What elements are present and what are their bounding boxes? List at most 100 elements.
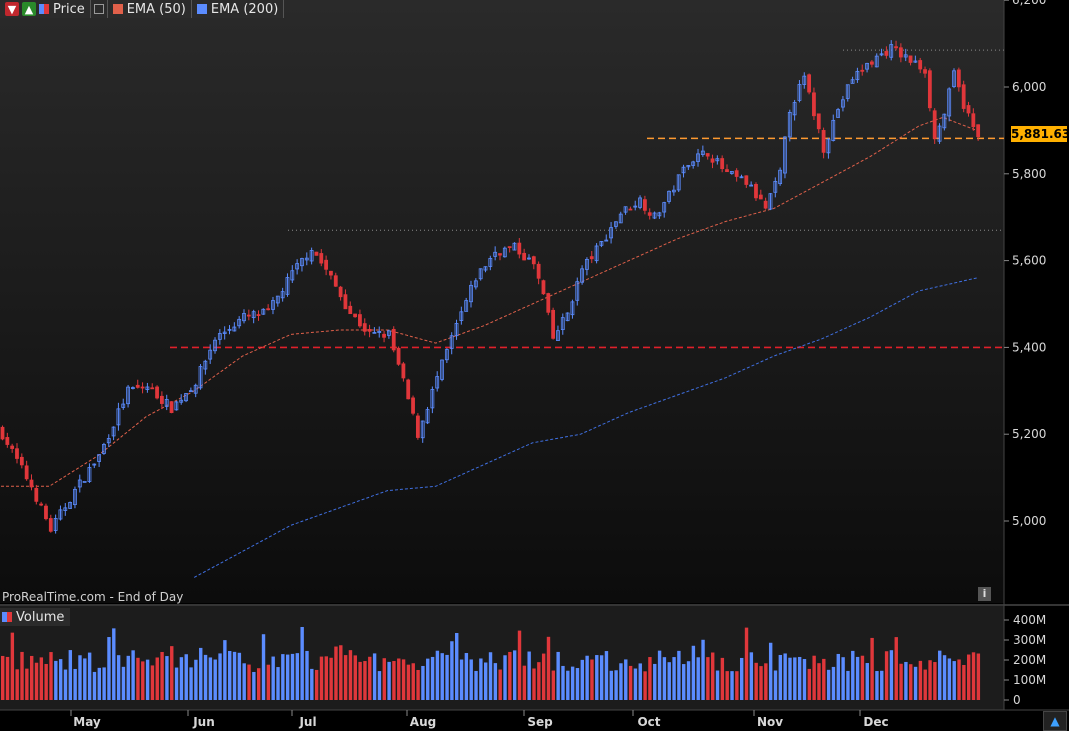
candle-body (671, 189, 676, 193)
candle-body (396, 347, 401, 365)
volume-bar (580, 659, 584, 700)
candle-body (879, 53, 884, 56)
candle-body (358, 314, 362, 327)
volume-bar (865, 663, 869, 700)
volume-bar (614, 670, 618, 700)
volume-bar (39, 657, 44, 700)
candle-body (845, 84, 850, 99)
volume-bar (541, 653, 546, 700)
x-tick-label: Jun (192, 715, 215, 729)
candle-body (102, 444, 106, 454)
volume-bar (44, 663, 48, 700)
candle-body (39, 503, 44, 506)
volume-bar (706, 657, 710, 700)
price-panel-bg (0, 0, 1004, 603)
candle-body (377, 330, 382, 333)
volume-bar (527, 651, 531, 700)
candle-body (159, 395, 164, 404)
volume-bar (271, 656, 275, 700)
up-arrow-icon[interactable]: ▲ (22, 2, 36, 16)
volume-bar (228, 650, 232, 700)
volume-bar (952, 661, 956, 700)
volume-bar (15, 669, 19, 700)
candle-body (546, 293, 551, 313)
volume-bar (711, 652, 715, 700)
candle-body (565, 312, 570, 322)
volume-bar (97, 667, 101, 700)
legend-ema50[interactable]: EMA (50) (107, 0, 192, 18)
volume-bar (619, 663, 623, 700)
volume-bar (121, 666, 126, 700)
candle-body (836, 109, 840, 118)
volume-bar (314, 669, 319, 700)
volume-bar (256, 668, 261, 700)
candle-body (10, 445, 15, 449)
candle-body (97, 454, 101, 462)
volume-bar (445, 654, 449, 700)
candle-body (440, 359, 444, 380)
volume-bar (880, 670, 884, 700)
volume-bar (904, 661, 908, 700)
volume-bar (78, 655, 82, 700)
candle-body (242, 313, 246, 322)
candle-body (633, 205, 638, 208)
volume-bar (401, 659, 406, 700)
x-tick-label: Oct (637, 715, 660, 729)
x-tick-label: Sep (527, 715, 553, 729)
y-tick-label: 5,400 (1012, 340, 1046, 354)
candle-body (488, 257, 493, 267)
candle-body (932, 110, 937, 139)
down-arrow-icon[interactable]: ▼ (5, 2, 19, 16)
candle-body (812, 92, 816, 117)
volume-bar (942, 655, 947, 700)
candle-body (807, 74, 812, 93)
candle-body (681, 166, 686, 174)
volume-bar (512, 650, 517, 700)
candle-body (966, 105, 971, 114)
volume-bar (285, 654, 290, 700)
volume-bar (305, 650, 309, 700)
candle-body (725, 169, 729, 173)
legend-ema200[interactable]: EMA (200) (191, 0, 285, 18)
volume-tick-label: 100M (1013, 673, 1046, 687)
volume-legend[interactable]: Volume (0, 608, 71, 626)
candle-body (111, 426, 116, 437)
candle-body (68, 502, 73, 509)
candle-body (894, 46, 898, 49)
volume-bar (218, 653, 222, 700)
volume-bar (831, 666, 836, 700)
candle-body (435, 376, 440, 389)
x-tick-label: Nov (757, 715, 783, 729)
volume-bar (870, 637, 874, 700)
volume-bar (261, 634, 266, 700)
volume-bar (875, 671, 879, 700)
candle-body (329, 270, 333, 276)
volume-bar (87, 652, 92, 700)
candle-body (642, 199, 647, 211)
legend-price[interactable]: ▼ ▲ Price (0, 0, 91, 18)
volume-bar (92, 671, 97, 700)
candle-body (483, 266, 488, 271)
candle-body (705, 153, 710, 157)
volume-bar (570, 666, 575, 700)
candle-body (362, 323, 367, 332)
volume-bar (232, 651, 237, 700)
candle-body (473, 280, 478, 288)
candle-body (898, 47, 903, 58)
candle-body (855, 70, 860, 81)
volume-bar (933, 662, 937, 700)
legend-separator (90, 0, 108, 18)
candle-body (77, 479, 82, 488)
volume-bar (923, 669, 927, 700)
volume-bar (822, 658, 826, 700)
grid-icon[interactable] (93, 4, 104, 14)
scroll-up-icon[interactable]: ▲ (1043, 711, 1067, 731)
info-icon[interactable]: i (978, 587, 991, 601)
candle-body (739, 176, 744, 179)
candle-body (522, 252, 527, 261)
candle-body (309, 250, 314, 262)
candle-body (580, 268, 584, 283)
candle-body (73, 488, 77, 506)
y-tick-label: 6,000 (1012, 80, 1046, 94)
candle-body (956, 69, 961, 88)
